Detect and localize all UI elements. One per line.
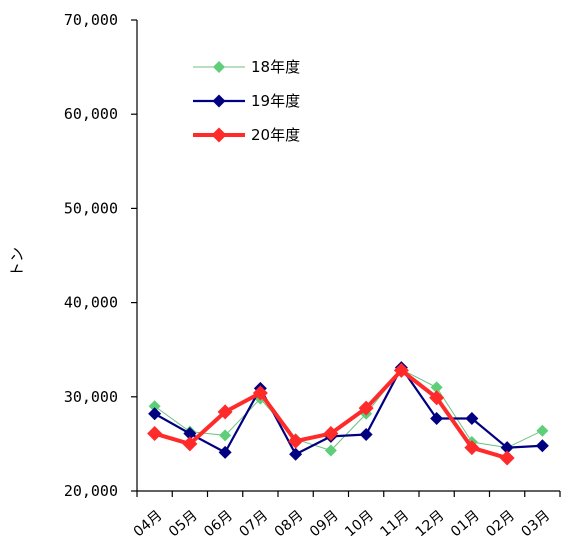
data-point-marker — [324, 444, 337, 457]
legend-marker — [211, 127, 227, 143]
y-tick-label: 50,000 — [64, 199, 118, 217]
data-point-marker — [465, 411, 479, 425]
legend-label: 18年度 — [251, 58, 300, 76]
legend: 18年度 19年度 20年度 — [193, 58, 300, 144]
y-tick-label: 40,000 — [64, 294, 118, 312]
y-tick-label: 30,000 — [64, 388, 118, 406]
data-point-marker — [323, 426, 339, 442]
data-point-marker — [535, 439, 549, 453]
series-line — [154, 368, 543, 451]
y-axis-ticks: 20,000 30,000 40,000 50,000 60,000 70,000 — [64, 11, 137, 500]
data-point-marker — [464, 440, 480, 456]
data-point-marker — [182, 436, 198, 452]
x-tick-label: 04月 — [131, 508, 166, 541]
x-tick-label: 10月 — [342, 508, 377, 541]
series-group — [147, 361, 549, 466]
x-tick-label: 05月 — [166, 508, 201, 541]
x-tick-label: 08月 — [272, 508, 307, 541]
legend-marker — [213, 61, 225, 73]
legend-label: 20年度 — [251, 126, 300, 144]
legend-label: 19年度 — [251, 92, 300, 110]
data-point-marker — [148, 407, 162, 421]
data-point-marker — [430, 411, 444, 425]
data-point-marker — [148, 400, 161, 413]
data-point-marker — [252, 385, 268, 401]
series-2 — [147, 362, 515, 466]
y-tick-label: 20,000 — [64, 482, 118, 500]
x-tick-label: 02月 — [483, 508, 518, 541]
data-point-marker — [217, 404, 233, 420]
x-tick-label: 01月 — [448, 508, 483, 541]
legend-item: 18年度 — [193, 58, 300, 76]
data-point-marker — [499, 450, 515, 466]
x-tick-label: 12月 — [413, 508, 448, 541]
data-point-marker — [359, 427, 373, 441]
legend-marker — [212, 94, 226, 108]
x-tick-label: 07月 — [236, 508, 271, 541]
x-tick-label: 09月 — [307, 508, 342, 541]
data-point-marker — [183, 427, 197, 441]
y-tick-label: 70,000 — [64, 11, 118, 29]
data-point-marker — [500, 441, 514, 455]
data-point-marker — [219, 429, 232, 442]
y-axis-label: トン — [8, 247, 26, 277]
data-point-marker — [289, 447, 303, 461]
data-point-marker — [288, 433, 304, 449]
data-point-marker — [147, 426, 163, 442]
data-point-marker — [429, 390, 445, 406]
x-tick-label: 06月 — [201, 508, 236, 541]
data-point-marker — [218, 445, 232, 459]
data-point-marker — [393, 362, 409, 378]
data-point-marker — [358, 400, 374, 416]
data-point-marker — [430, 381, 443, 394]
data-point-marker — [536, 424, 549, 437]
x-tick-label: 11月 — [377, 508, 412, 541]
y-tick-label: 60,000 — [64, 105, 118, 123]
legend-item: 20年度 — [193, 126, 300, 144]
x-tick-label: 03月 — [518, 508, 553, 541]
series-1 — [148, 361, 549, 461]
x-axis-ticks: 04月 05月 06月 07月 08月 09月 10月 11月 12月 01月 02月 03月 — [131, 491, 561, 541]
series-line — [154, 366, 543, 456]
legend-item: 19年度 — [193, 92, 300, 110]
